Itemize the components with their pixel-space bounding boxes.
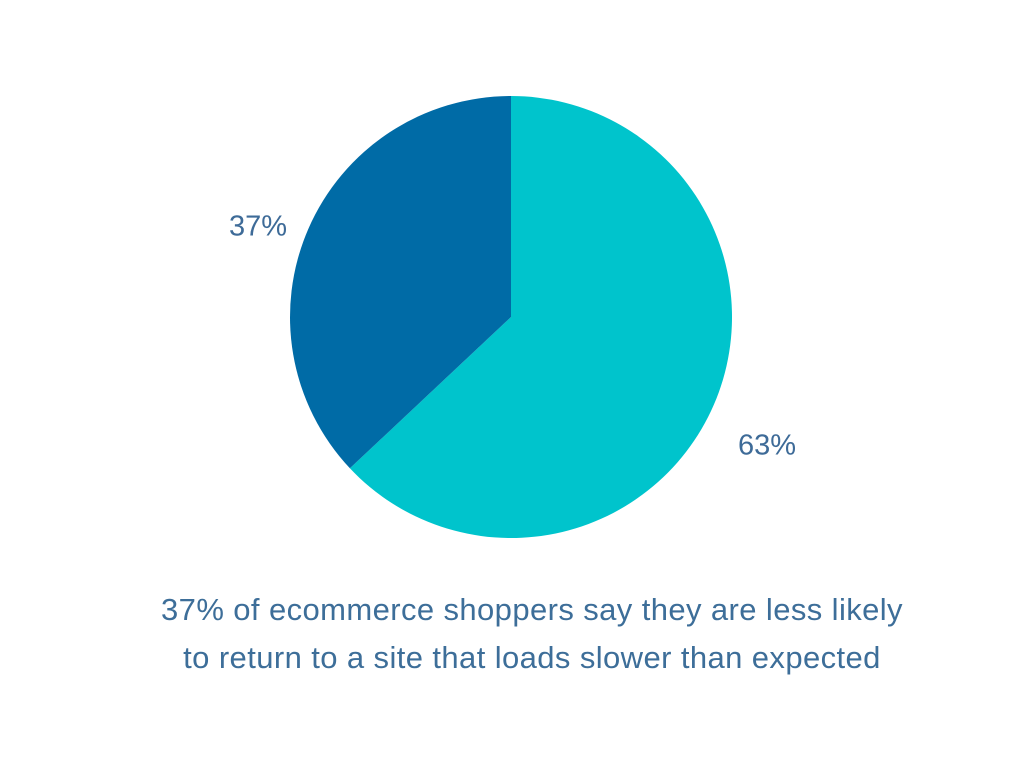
caption-line-2: to return to a site that loads slower th… <box>183 640 881 675</box>
caption: 37% of ecommerce shoppers say they are l… <box>20 586 1024 682</box>
pie-slice-37 <box>290 96 511 469</box>
caption-line-1: 37% of ecommerce shoppers say they are l… <box>161 592 903 627</box>
pie-slice-63 <box>349 96 733 538</box>
slice-label-63: 63% <box>737 429 797 462</box>
slice-label-37: 37% <box>228 210 288 243</box>
